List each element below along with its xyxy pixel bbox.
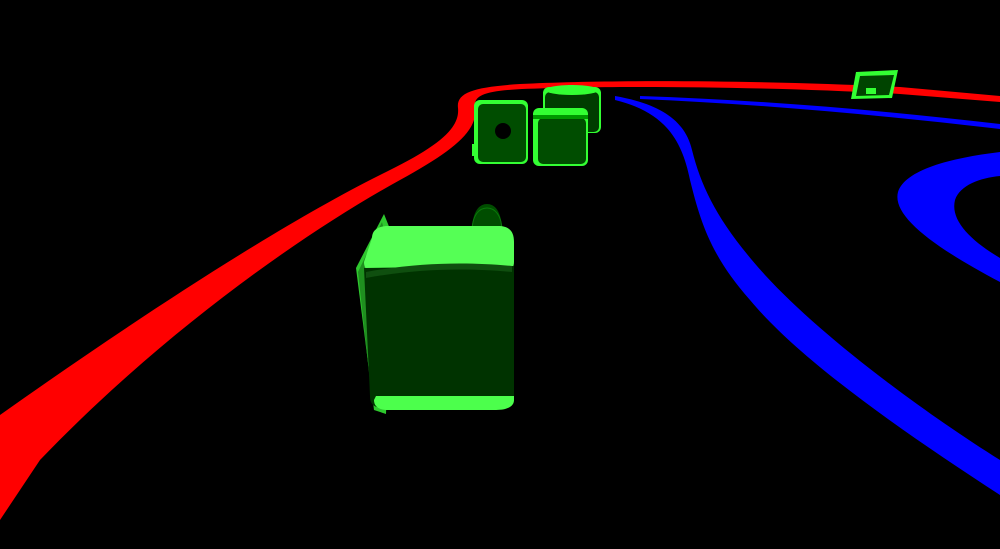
blue-track-boundary (615, 96, 1000, 495)
opponent-car-3 (533, 108, 588, 166)
opponent-car-1 (472, 100, 528, 164)
opponent-car-far (851, 70, 898, 99)
blue-track-curve-right (897, 152, 1000, 282)
red-track-boundary (0, 81, 1000, 520)
player-car (356, 204, 514, 414)
blue-track-edge-far (640, 96, 1000, 129)
